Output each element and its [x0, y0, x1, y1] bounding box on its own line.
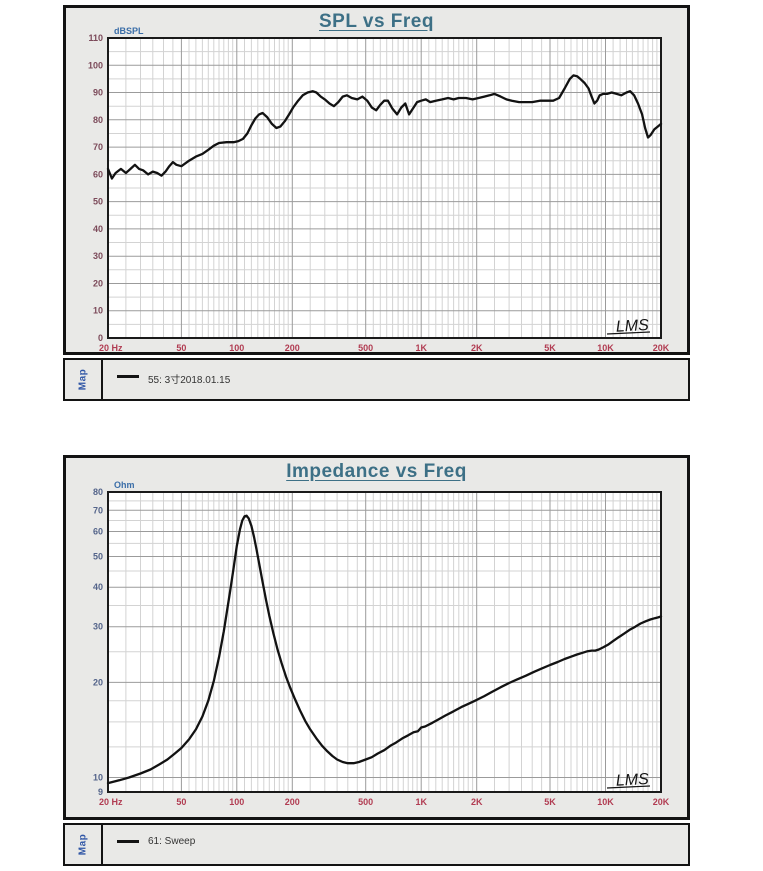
impedance-legend-line-swatch [117, 840, 139, 843]
svg-text:2K: 2K [471, 797, 483, 807]
svg-text:100: 100 [229, 797, 244, 807]
svg-text:LMS: LMS [615, 317, 649, 336]
svg-text:100: 100 [88, 60, 103, 70]
svg-text:5K: 5K [544, 343, 556, 352]
svg-text:50: 50 [93, 197, 103, 207]
svg-text:90: 90 [93, 88, 103, 98]
svg-text:30: 30 [93, 622, 103, 632]
svg-text:20K: 20K [653, 797, 670, 807]
svg-text:200: 200 [285, 797, 300, 807]
impedance-legend-bar: Map 61: Sweep [63, 823, 690, 866]
spl-legend-label: 55: 3寸2018.01.15 [148, 375, 231, 386]
svg-text:500: 500 [358, 797, 373, 807]
impedance-legend-entry: 61: Sweep [103, 825, 688, 864]
svg-text:10K: 10K [597, 797, 614, 807]
svg-text:20: 20 [93, 677, 103, 687]
impedance-legend-label: 61: Sweep [148, 836, 196, 847]
svg-text:200: 200 [285, 343, 300, 352]
svg-text:60: 60 [93, 527, 103, 537]
svg-text:50: 50 [176, 343, 186, 352]
map-tab-label: Map [77, 368, 89, 391]
svg-text:110: 110 [88, 33, 103, 43]
svg-text:60: 60 [93, 169, 103, 179]
svg-text:500: 500 [358, 343, 373, 352]
spl-legend-bar: Map 55: 3寸2018.01.15 [63, 358, 690, 401]
spl-chart-title: SPL vs Freq [319, 11, 434, 32]
svg-text:10: 10 [93, 306, 103, 316]
svg-text:1K: 1K [415, 797, 427, 807]
svg-text:40: 40 [93, 582, 103, 592]
svg-text:100: 100 [229, 343, 244, 352]
svg-text:10K: 10K [597, 343, 614, 352]
map-tab[interactable]: Map [65, 360, 103, 399]
spl-legend-entry: 55: 3寸2018.01.15 [103, 360, 688, 399]
svg-text:0: 0 [98, 333, 103, 343]
svg-text:80: 80 [93, 487, 103, 497]
svg-text:20 Hz: 20 Hz [99, 343, 123, 352]
svg-text:9: 9 [98, 787, 103, 797]
svg-text:80: 80 [93, 115, 103, 125]
svg-text:40: 40 [93, 224, 103, 234]
impedance-chart-panel: Impedance vs Freq 9 10 20 30 40 50 60 70 80 20 Hz… [63, 455, 690, 820]
map-tab[interactable]: Map [65, 825, 103, 864]
svg-text:50: 50 [93, 552, 103, 562]
svg-text:1K: 1K [415, 343, 427, 352]
svg-text:10: 10 [93, 773, 103, 783]
impedance-chart-title: Impedance vs Freq [286, 461, 467, 482]
svg-text:30: 30 [93, 251, 103, 261]
svg-text:50: 50 [176, 797, 186, 807]
svg-text:LMS: LMS [615, 771, 649, 790]
svg-text:dBSPL: dBSPL [114, 26, 144, 36]
spl-chart-panel: SPL vs Freq 0 10 20 30 40 50 60 70 80 90 100 110 20 … [63, 5, 690, 355]
svg-text:20: 20 [93, 279, 103, 289]
svg-text:20K: 20K [653, 343, 670, 352]
spl-legend-line-swatch [117, 375, 139, 378]
svg-text:20 Hz: 20 Hz [99, 797, 123, 807]
svg-text:Ohm: Ohm [114, 480, 135, 490]
spl-chart-canvas: 0 10 20 30 40 50 60 70 80 90 100 110 20 Hz 50 100 200 50… [88, 26, 670, 352]
svg-text:5K: 5K [544, 797, 556, 807]
svg-text:70: 70 [93, 142, 103, 152]
impedance-chart-canvas: 9 10 20 30 40 50 60 70 80 20 Hz 50 100 200 500 1K 2K 5K 1… [93, 480, 670, 807]
svg-text:70: 70 [93, 505, 103, 515]
map-tab-label: Map [77, 833, 89, 856]
svg-text:2K: 2K [471, 343, 483, 352]
